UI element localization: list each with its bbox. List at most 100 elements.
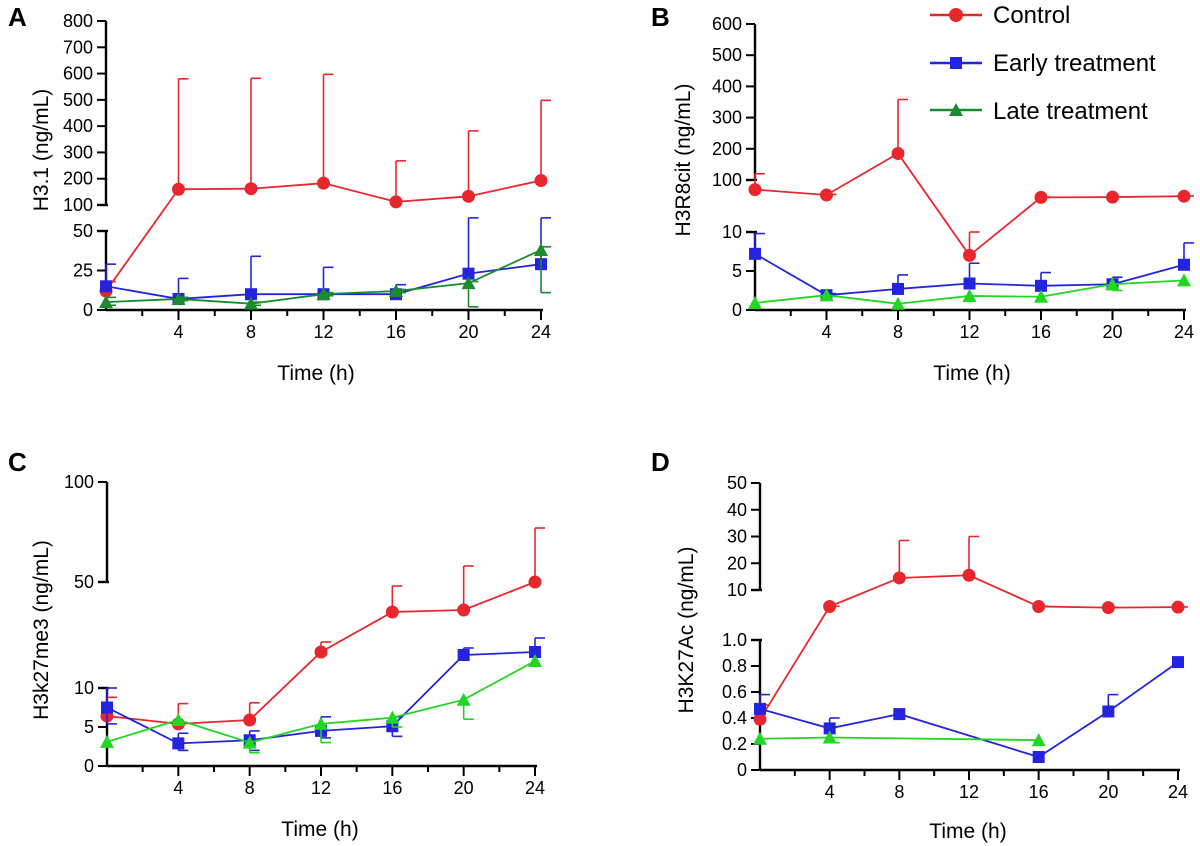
panel-a-letter: A [8,2,27,32]
panel-b-late-treatment-point [891,296,905,310]
panel-c-late-treatment-point [456,692,471,706]
panel-d-y-tick-label: 10 [727,580,747,600]
panel-b-x-tick-label: 8 [893,322,903,342]
panel-b-control-point [1177,189,1191,203]
legend: Control Early treatment Late treatment [930,2,1156,125]
panel-a-early-treatment-point [245,288,257,301]
panel-a-late-treatment-point [316,287,331,301]
panel-c-x-tick-label: 8 [245,778,255,798]
panel-b-ylabel: H3R8cit (ng/mL) [672,84,695,237]
panel-a-early-treatment-point [462,267,475,280]
panel-d-y-tick-label: 0.2 [722,734,747,754]
panel-d-late-treatment-point [753,731,767,745]
panel-d-control-line [759,574,1179,720]
panel-d-y-tick-label: 0.6 [722,682,747,702]
panel-c-control-point [243,713,257,727]
panel-c-x-tick-label: 24 [525,778,545,798]
panel-b-x-tick-label: 20 [1102,322,1122,342]
panel-d-y-tick-label: 40 [727,500,747,520]
panel-d-late-treatment-line [759,736,1039,741]
panel-b-late-treatment-point [962,288,977,302]
panel-d-control-point [892,571,906,585]
panel-a-y-tick-label: 600 [63,64,93,84]
panel-d-x-tick-label: 20 [1098,782,1118,802]
panel-a-late-treatment-point [461,276,476,290]
panel-a-ylabel: H3.1 (ng/mL) [30,89,53,212]
plot-area: 4 8 12 16 20 24025501002003004005006007008004… [63,11,1194,802]
panel-a-late-treatment-point [99,295,113,309]
panel-b-early-treatment-point [892,282,904,295]
panel-b-late-treatment-point [819,288,834,302]
panel-c-control-point [385,605,399,619]
panel-c-late-treatment-point [100,734,114,748]
panel-a-y-tick-label: 25 [73,261,93,281]
panel-c-y-tick-label: 50 [74,572,94,592]
panel-a-late-treatment-point [171,291,186,305]
panel-a-y-tick-label: 50 [73,221,93,241]
panel-c-y-tick-label: 100 [64,472,94,492]
panel-b-y-tick-label: 5 [732,261,742,281]
panel-b-xlabel: Time (h) [933,362,1010,385]
panel-b-late-treatment-point [748,295,762,309]
panel-c-y-tick-label: 5 [84,717,94,737]
panel-a-late-treatment-point [534,242,548,256]
panel-d-early-treatment-point [1102,705,1115,718]
panel-d-early-treatment-point [1172,656,1184,669]
panel-c-early-treatment-point [529,646,541,658]
panel-d-y-tick-label: 0.8 [722,656,747,676]
panel-d-x-tick-label: 12 [959,782,979,802]
panel-b-x-tick-label: 12 [959,322,979,342]
panel-c-y-tick-label: 0 [84,756,94,776]
panel-a-control-point [244,182,258,196]
panel-c-x-tick-label: 12 [311,778,331,798]
panel-c-early-treatment-point [172,737,185,750]
panel-d-control-point [962,568,976,582]
panel-a-early-treatment-point [100,280,112,293]
legend-late-label: Late treatment [993,98,1148,125]
panel-a-x-tick-label: 4 [173,322,183,342]
panel-d-y-tick-label: 0.4 [722,708,747,728]
panel-c-xlabel: Time (h) [281,818,358,841]
panel-d-late-treatment-point [1031,733,1046,747]
panel-d-y-tick-label: 30 [727,527,747,547]
legend-control-label: Control [993,2,1070,29]
panel-c-control-point [314,645,328,659]
panel-a-y-tick-label: 200 [63,169,93,189]
panel-d-ylabel: H3K27Ac (ng/mL) [675,547,698,714]
panel-b-y-tick-label: 0 [732,300,742,320]
panel-c-late-treatment-point [171,712,186,726]
panel-c-early-treatment-point [457,649,470,661]
panel-b-late-treatment-point [1177,273,1191,287]
panel-b-letter: B [651,2,670,32]
panel-d-early-treatment-point [893,708,906,721]
panel-a-y-tick-label: 100 [63,195,93,215]
panel-b-early-treatment-point [1178,258,1190,271]
panel-d-control-point [753,712,767,726]
panel-c-ylabel: H3k27me3 (ng/mL) [30,540,53,720]
panel-d-early-treatment-line [759,661,1179,758]
panel-a-x-tick-label: 8 [246,322,256,342]
panel-b-control-point [963,248,976,262]
panel-d-control-point [1101,601,1115,615]
panel-d-control-point [823,600,837,613]
panel-b-y-tick-label: 600 [712,14,742,34]
panel-d-y-tick-label: 1.0 [722,630,747,650]
legend-late-marker [949,103,963,116]
panel-b-x-tick-label: 4 [821,322,831,342]
panel-d-letter: D [651,447,670,477]
panel-c-control-point [528,575,542,589]
panel-b-y-tick-label: 500 [712,45,742,65]
panel-a-y-tick-label: 0 [83,300,93,320]
panel-d-control-point [1171,600,1185,614]
panel-d-early-treatment-point [754,702,766,715]
panel-b-x-tick-label: 16 [1031,322,1051,342]
panel-a-late-treatment-point [244,296,258,310]
panel-a-xlabel: Time (h) [277,362,354,385]
panel-b-y-tick-label: 100 [712,170,742,190]
panel-d-x-tick-label: 16 [1029,782,1049,802]
panel-c-control-point [457,603,471,617]
panel-d-y-tick-label: 0 [737,760,747,780]
panel-a-late-treatment-point [389,284,403,298]
panel-c-early-treatment-point [101,701,113,714]
